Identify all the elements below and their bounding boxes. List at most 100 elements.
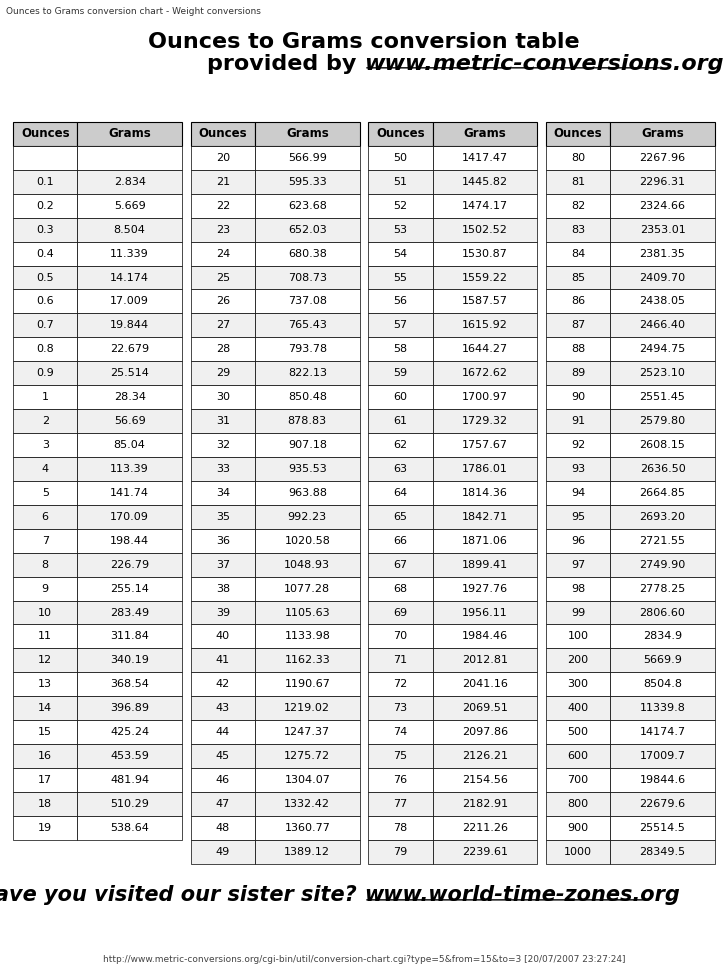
Text: Ounces to Grams conversion table: Ounces to Grams conversion table — [149, 32, 579, 52]
Text: 52: 52 — [393, 201, 408, 211]
Text: 481.94: 481.94 — [110, 775, 149, 785]
Text: 198.44: 198.44 — [110, 536, 149, 546]
FancyBboxPatch shape — [13, 648, 77, 672]
Text: 2834.9: 2834.9 — [643, 631, 682, 641]
FancyBboxPatch shape — [610, 433, 715, 457]
Text: Ounces to Grams conversion chart - Weight conversions: Ounces to Grams conversion chart - Weigh… — [6, 7, 261, 16]
Text: 37: 37 — [215, 559, 230, 570]
FancyBboxPatch shape — [546, 194, 610, 218]
Text: 8: 8 — [41, 559, 49, 570]
Text: 2154.56: 2154.56 — [462, 775, 508, 785]
FancyBboxPatch shape — [610, 720, 715, 744]
Text: 3: 3 — [41, 440, 49, 450]
Text: 1275.72: 1275.72 — [284, 752, 331, 761]
FancyBboxPatch shape — [255, 577, 360, 600]
FancyBboxPatch shape — [432, 457, 537, 481]
FancyBboxPatch shape — [368, 481, 432, 505]
Text: 70: 70 — [393, 631, 408, 641]
FancyBboxPatch shape — [191, 242, 255, 265]
FancyBboxPatch shape — [610, 600, 715, 625]
Text: 1530.87: 1530.87 — [462, 249, 508, 259]
FancyBboxPatch shape — [13, 505, 77, 529]
FancyBboxPatch shape — [610, 313, 715, 338]
FancyBboxPatch shape — [191, 839, 255, 864]
FancyBboxPatch shape — [368, 529, 432, 552]
FancyBboxPatch shape — [191, 122, 255, 146]
Text: 91: 91 — [571, 416, 585, 427]
Text: 708.73: 708.73 — [288, 272, 327, 282]
Text: 737.08: 737.08 — [288, 297, 327, 306]
FancyBboxPatch shape — [255, 409, 360, 433]
Text: 1757.67: 1757.67 — [462, 440, 508, 450]
FancyBboxPatch shape — [255, 529, 360, 552]
Text: 66: 66 — [393, 536, 408, 546]
Text: 1: 1 — [41, 392, 49, 402]
Text: 907.18: 907.18 — [288, 440, 327, 450]
FancyBboxPatch shape — [610, 146, 715, 170]
FancyBboxPatch shape — [13, 386, 77, 409]
FancyBboxPatch shape — [191, 744, 255, 768]
Text: 14174.7: 14174.7 — [639, 727, 686, 737]
FancyBboxPatch shape — [546, 744, 610, 768]
Text: 25: 25 — [215, 272, 230, 282]
FancyBboxPatch shape — [191, 409, 255, 433]
FancyBboxPatch shape — [610, 792, 715, 816]
Text: 8504.8: 8504.8 — [643, 679, 682, 689]
FancyBboxPatch shape — [13, 481, 77, 505]
Text: 1502.52: 1502.52 — [462, 224, 508, 234]
FancyBboxPatch shape — [191, 577, 255, 600]
Text: 878.83: 878.83 — [288, 416, 327, 427]
Text: 850.48: 850.48 — [288, 392, 327, 402]
Text: 28: 28 — [215, 345, 230, 354]
FancyBboxPatch shape — [432, 386, 537, 409]
FancyBboxPatch shape — [368, 338, 432, 361]
Text: 72: 72 — [393, 679, 408, 689]
Text: http://www.metric-conversions.org/cgi-bin/util/conversion-chart.cgi?type=5&from=: http://www.metric-conversions.org/cgi-bi… — [103, 955, 625, 963]
Text: 1077.28: 1077.28 — [284, 584, 331, 593]
FancyBboxPatch shape — [432, 122, 537, 146]
FancyBboxPatch shape — [610, 505, 715, 529]
Text: 87: 87 — [571, 320, 585, 331]
Text: 2239.61: 2239.61 — [462, 847, 508, 857]
FancyBboxPatch shape — [77, 361, 182, 386]
Text: 255.14: 255.14 — [110, 584, 149, 593]
Text: 680.38: 680.38 — [288, 249, 327, 259]
Text: 65: 65 — [393, 511, 408, 522]
FancyBboxPatch shape — [368, 552, 432, 577]
Text: 1048.93: 1048.93 — [284, 559, 331, 570]
Text: 84: 84 — [571, 249, 585, 259]
FancyBboxPatch shape — [610, 361, 715, 386]
Text: 1729.32: 1729.32 — [462, 416, 508, 427]
FancyBboxPatch shape — [546, 768, 610, 792]
FancyBboxPatch shape — [368, 816, 432, 839]
FancyBboxPatch shape — [546, 696, 610, 720]
Text: 1219.02: 1219.02 — [284, 704, 331, 713]
Text: 2409.70: 2409.70 — [639, 272, 686, 282]
FancyBboxPatch shape — [546, 290, 610, 313]
Text: 900: 900 — [568, 823, 589, 833]
FancyBboxPatch shape — [432, 313, 537, 338]
Text: 79: 79 — [393, 847, 408, 857]
Text: Grams: Grams — [108, 128, 151, 141]
FancyBboxPatch shape — [13, 194, 77, 218]
FancyBboxPatch shape — [432, 433, 537, 457]
FancyBboxPatch shape — [255, 361, 360, 386]
FancyBboxPatch shape — [546, 361, 610, 386]
FancyBboxPatch shape — [432, 218, 537, 242]
FancyBboxPatch shape — [610, 816, 715, 839]
FancyBboxPatch shape — [77, 672, 182, 696]
Text: 62: 62 — [393, 440, 408, 450]
FancyBboxPatch shape — [546, 577, 610, 600]
Text: 652.03: 652.03 — [288, 224, 327, 234]
Text: 2012.81: 2012.81 — [462, 655, 508, 666]
FancyBboxPatch shape — [610, 218, 715, 242]
Text: 21: 21 — [215, 177, 230, 186]
FancyBboxPatch shape — [255, 625, 360, 648]
Text: 1984.46: 1984.46 — [462, 631, 508, 641]
FancyBboxPatch shape — [368, 600, 432, 625]
FancyBboxPatch shape — [191, 552, 255, 577]
FancyBboxPatch shape — [13, 218, 77, 242]
Text: 73: 73 — [393, 704, 408, 713]
FancyBboxPatch shape — [546, 457, 610, 481]
FancyBboxPatch shape — [610, 744, 715, 768]
